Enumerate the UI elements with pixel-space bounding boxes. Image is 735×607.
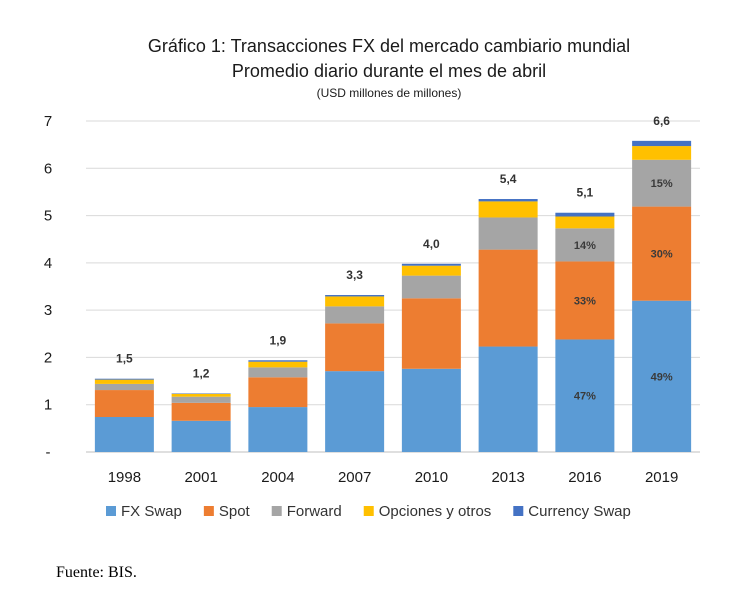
- legend-label: Forward: [287, 503, 342, 520]
- bar-total-label: 4,0: [423, 237, 440, 251]
- legend: FX Swap Spot Forward Opciones y otros Curren…: [106, 503, 631, 520]
- bar-total-label: 1,9: [270, 333, 287, 347]
- bar-segment: [171, 402, 231, 421]
- segment-label: 33%: [574, 295, 596, 307]
- bar-segment: [555, 261, 615, 340]
- bar-segment: [478, 199, 538, 202]
- bar-total-label: 5,1: [577, 186, 594, 200]
- bar-segment: [325, 323, 385, 372]
- source-note: Fuente: BIS.: [56, 564, 137, 581]
- bar-segment: [478, 346, 538, 452]
- bar-segment: [401, 275, 461, 299]
- legend-swatch: [203, 506, 214, 516]
- bar-segment: [325, 306, 385, 324]
- y-tick-label: 6: [44, 160, 52, 177]
- bar-segment: [248, 377, 308, 408]
- legend-label: Spot: [219, 503, 251, 520]
- bar-segment: [325, 296, 385, 307]
- y-tick-label: -: [46, 444, 51, 461]
- segment-labels: 47% 33% 14% 49% 30% 15%: [574, 178, 673, 403]
- chart-subtitle: Promedio diario durante el mes de abril: [232, 61, 546, 81]
- bar-segment: [248, 360, 308, 362]
- bar-segment: [171, 396, 231, 403]
- bar-segment: [555, 212, 615, 217]
- bar-segment: [478, 201, 538, 218]
- bar-total-label: 6,6: [653, 114, 670, 128]
- segment-label: 30%: [651, 249, 673, 261]
- bar-segment: [94, 383, 154, 391]
- bar-total-label: 3,3: [346, 268, 363, 282]
- bar-segment: [555, 228, 615, 262]
- x-tick-label: 2013: [491, 469, 524, 486]
- bar-segment: [401, 368, 461, 452]
- legend-label: FX Swap: [121, 503, 182, 520]
- y-tick-label: 7: [44, 113, 52, 130]
- x-axis-ticks: 1998 2001 2004 2007 2010 2013 2016 2019: [108, 469, 679, 486]
- bar-segment: [171, 420, 231, 452]
- bar-totals: 1,5 1,2 1,9 3,3 4,0 5,4 5,1 6,6: [116, 114, 670, 381]
- chart-title: Gráfico 1: Transacciones FX del mercado …: [148, 36, 630, 56]
- bar-total-label: 5,4: [500, 172, 517, 186]
- legend-label: Currency Swap: [528, 503, 631, 520]
- y-tick-label: 1: [44, 397, 52, 414]
- bar-segment: [248, 367, 308, 378]
- segment-label: 14%: [574, 240, 596, 252]
- bar-segment: [94, 417, 154, 452]
- segment-label: 47%: [574, 391, 596, 403]
- bar-segment: [632, 159, 692, 207]
- y-axis-ticks: - 1 2 3 4 5 6 7: [44, 113, 52, 461]
- bar-segment: [401, 263, 461, 266]
- x-tick-label: 2016: [568, 469, 601, 486]
- legend-swatch: [271, 506, 282, 516]
- bar-segment: [401, 265, 461, 276]
- legend-label: Opciones y otros: [379, 503, 492, 520]
- bar-segment: [248, 407, 308, 452]
- bar-segment: [632, 146, 692, 160]
- x-tick-label: 2019: [645, 469, 678, 486]
- bar-total-label: 1,5: [116, 352, 133, 366]
- bar-segment: [94, 390, 154, 418]
- bar-segment: [478, 249, 538, 347]
- y-tick-label: 2: [44, 349, 52, 366]
- y-tick-label: 4: [44, 255, 52, 272]
- legend-swatch: [513, 506, 524, 516]
- legend-swatch: [106, 506, 116, 516]
- bars: [94, 140, 692, 452]
- legend-swatch: [363, 506, 374, 516]
- segment-label: 49%: [651, 371, 673, 383]
- bar-segment: [248, 361, 308, 368]
- bar-segment: [632, 206, 692, 301]
- bar-segment: [171, 393, 231, 397]
- bar-segment: [555, 216, 615, 229]
- bar-segment: [325, 295, 385, 297]
- bar-segment: [632, 300, 692, 452]
- bar-segment: [94, 378, 154, 380]
- y-tick-label: 3: [44, 302, 52, 319]
- bar-total-label: 1,2: [193, 366, 210, 380]
- bar-segment: [555, 339, 615, 452]
- x-tick-label: 2007: [338, 469, 371, 486]
- bar-segment: [401, 298, 461, 369]
- x-tick-label: 2010: [415, 469, 448, 486]
- bar-segment: [94, 379, 154, 384]
- x-tick-label: 2001: [184, 469, 217, 486]
- y-tick-label: 5: [44, 208, 52, 225]
- segment-label: 15%: [651, 178, 673, 190]
- bar-segment: [632, 140, 692, 147]
- bar-segment: [325, 371, 385, 452]
- chart-units: (USD millones de millones): [317, 86, 462, 100]
- bar-segment: [478, 217, 538, 250]
- x-tick-label: 2004: [261, 469, 294, 486]
- x-tick-label: 1998: [108, 469, 141, 486]
